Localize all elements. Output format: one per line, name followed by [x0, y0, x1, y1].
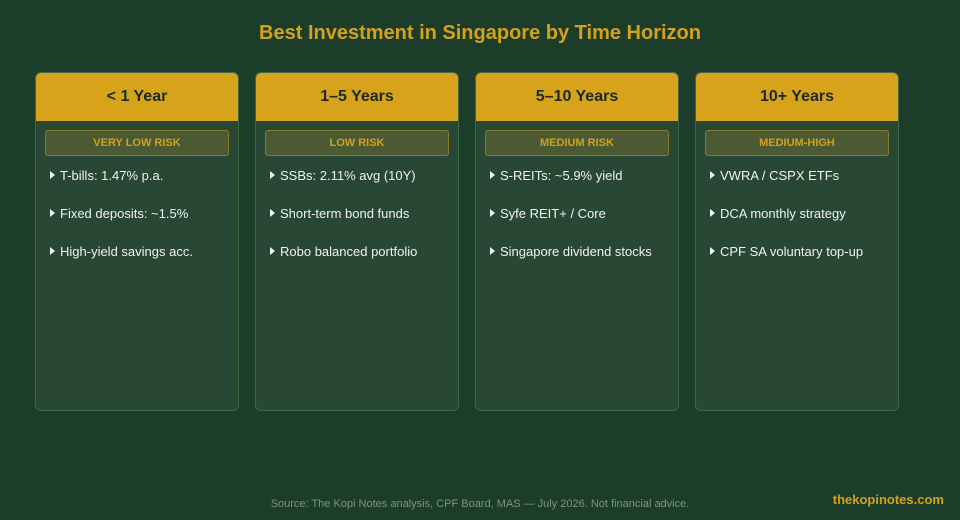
card-header: < 1 Year — [36, 73, 238, 121]
horizon-card: < 1 Year VERY LOW RISK T-bills: 1.47% p.a.… — [35, 72, 239, 411]
title: Best Investment in Singapore by Time Hor… — [259, 22, 701, 44]
list-item: Syfe REIT+ / Core — [490, 206, 606, 221]
list-item: High-yield savings acc. — [50, 244, 193, 259]
list-item: SSBs: 2.11% avg (10Y) — [270, 168, 416, 183]
list-item: CPF SA voluntary top-up — [710, 244, 863, 259]
list-item: Singapore dividend stocks — [490, 244, 652, 259]
card-header: 5–10 Years — [476, 73, 678, 121]
list-item: S-REITs: ~5.9% yield — [490, 168, 622, 183]
risk-badge: VERY LOW RISK — [45, 130, 229, 156]
list-item: VWRA / CSPX ETFs — [710, 168, 839, 183]
risk-badge: LOW RISK — [265, 130, 449, 156]
horizon-card: 1–5 Years LOW RISK SSBs: 2.11% avg (10Y) Sh… — [255, 72, 459, 411]
card-header: 1–5 Years — [256, 73, 458, 121]
horizon-card: 5–10 Years MEDIUM RISK S-REITs: ~5.9% yiel… — [475, 72, 679, 411]
card-header: 10+ Years — [696, 73, 898, 121]
risk-badge: MEDIUM RISK — [485, 130, 669, 156]
list-item: Fixed deposits: ~1.5% — [50, 206, 188, 221]
brand: thekopinotes.com — [832, 492, 944, 507]
list-item: T-bills: 1.47% p.a. — [50, 168, 163, 183]
list-item: Robo balanced portfolio — [270, 244, 417, 259]
risk-badge: MEDIUM-HIGH — [705, 130, 889, 156]
list-item: Short-term bond funds — [270, 206, 409, 221]
source-note: Source: The Kopi Notes analysis, CPF Boa… — [270, 498, 690, 510]
list-item: DCA monthly strategy — [710, 206, 846, 221]
horizon-card: 10+ Years MEDIUM-HIGH VWRA / CSPX ETFs DCA … — [695, 72, 899, 411]
